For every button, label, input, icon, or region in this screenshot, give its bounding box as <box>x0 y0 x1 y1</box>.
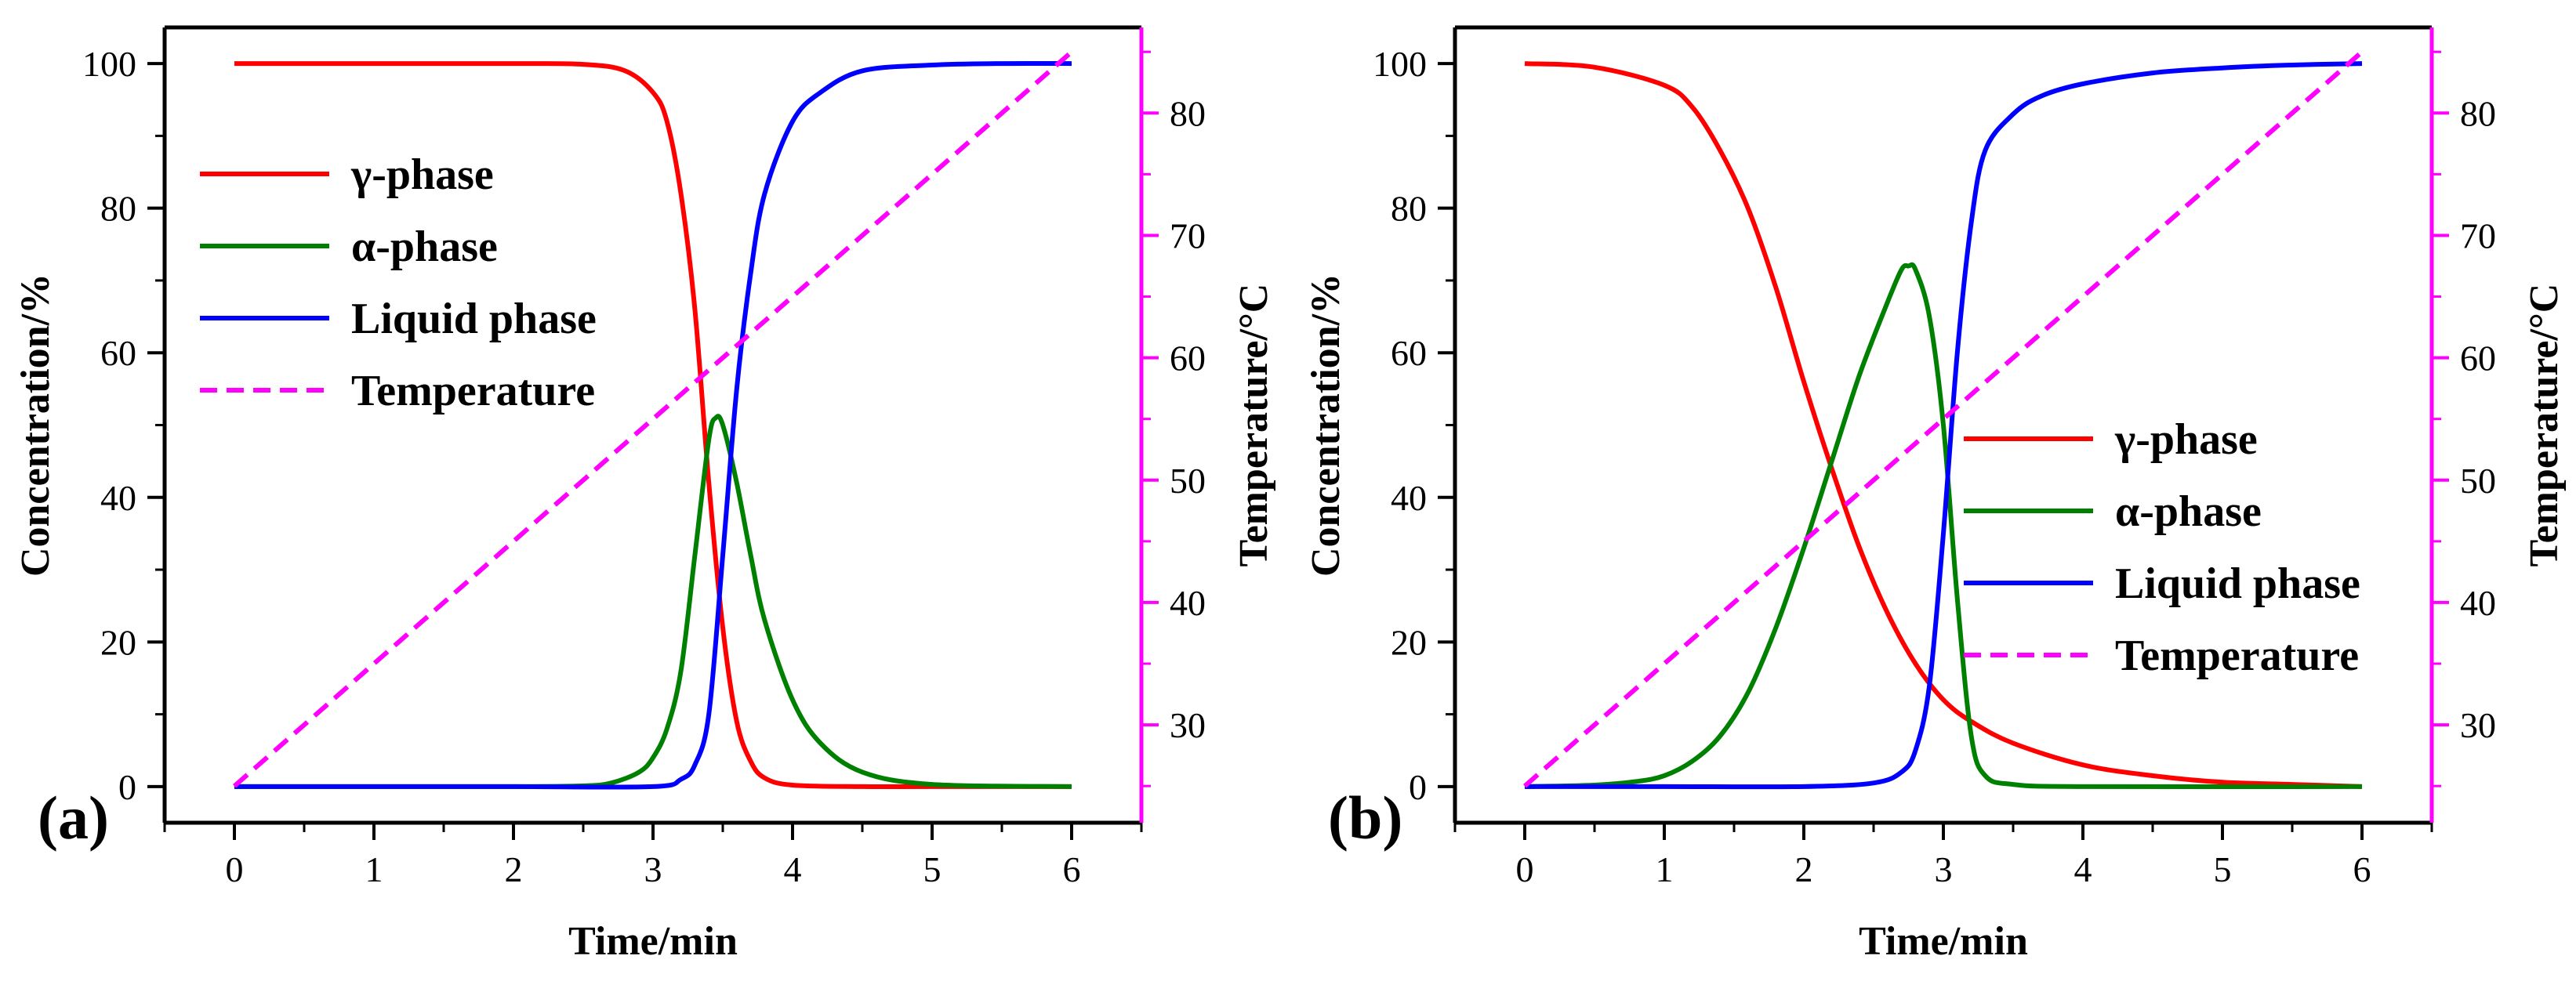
series-line-liquid <box>1525 61 2363 790</box>
y-tick-label: 0 <box>1409 767 1427 807</box>
x-tick-label: 1 <box>365 849 383 889</box>
y-axis-title: Concentration/% <box>1304 273 1348 577</box>
series-line-alpha <box>234 414 1072 789</box>
legend-label: Temperature <box>351 367 595 415</box>
y2-tick-label: 50 <box>1170 461 1206 501</box>
legend-label: γ-phase <box>350 150 494 199</box>
x-tick-label: 6 <box>1063 849 1081 889</box>
y-tick-label: 60 <box>100 333 136 373</box>
series-line-temperature <box>233 49 1073 788</box>
y2-tick-label: 60 <box>2460 338 2496 378</box>
y-tick-label: 20 <box>1391 622 1427 662</box>
y2-tick-label: 40 <box>1170 583 1206 623</box>
x-tick-label: 2 <box>1795 849 1813 889</box>
y2-axis-title: Temperature/°C <box>2522 284 2567 567</box>
x-tick-label: 3 <box>644 849 662 889</box>
x-tick-label: 2 <box>505 849 523 889</box>
panel-label: (a) <box>38 784 109 852</box>
y-tick-label: 40 <box>1391 478 1427 518</box>
y2-tick-label: 50 <box>2460 461 2496 501</box>
y-tick-label: 40 <box>100 478 136 518</box>
panel-label: (b) <box>1328 784 1402 852</box>
y2-tick-label: 30 <box>1170 705 1206 745</box>
y-axis-title: Concentration/% <box>13 273 58 577</box>
legend-label: γ-phase <box>2114 415 2258 464</box>
x-tick-label: 3 <box>1935 849 1953 889</box>
x-axis-title: Time/min <box>568 919 738 964</box>
y-tick-label: 60 <box>1391 333 1427 373</box>
y2-tick-label: 40 <box>2460 583 2496 623</box>
y2-tick-label: 70 <box>1170 215 1206 255</box>
x-tick-label: 6 <box>2353 849 2371 889</box>
y-tick-label: 20 <box>100 622 136 662</box>
legend-label: α-phase <box>2115 487 2262 536</box>
y-tick-label: 0 <box>118 767 136 807</box>
y2-tick-label: 80 <box>1170 93 1206 133</box>
series-line-liquid <box>234 60 1072 790</box>
y2-tick-label: 60 <box>1170 338 1206 378</box>
y-tick-label: 80 <box>1391 189 1427 229</box>
chart-panel-a: 0 1 2 3 4 5 6020406080100304050607080Time/minC… <box>13 25 1276 964</box>
y2-tick-label: 70 <box>2460 215 2496 255</box>
x-tick-label: 4 <box>2074 849 2092 889</box>
y-tick-label: 80 <box>100 189 136 229</box>
chart-panel-b: 0 1 2 3 4 5 6020406080100304050607080Time/minC… <box>1304 25 2567 964</box>
y-tick-label: 100 <box>82 44 136 84</box>
x-tick-label: 5 <box>2214 849 2232 889</box>
x-tick-label: 1 <box>1656 849 1674 889</box>
legend-label: α-phase <box>351 223 498 271</box>
x-tick-label: 5 <box>923 849 942 889</box>
x-axis-title: Time/min <box>1859 919 2028 964</box>
series-line-alpha <box>1524 262 2363 790</box>
x-tick-label: 0 <box>1516 849 1534 889</box>
y2-tick-label: 30 <box>2460 705 2496 745</box>
legend-label: Liquid phase <box>351 295 597 343</box>
series-line-gamma <box>1524 61 2363 789</box>
legend-label: Temperature <box>2115 632 2359 680</box>
x-tick-label: 0 <box>226 849 244 889</box>
y2-tick-label: 80 <box>2460 93 2496 133</box>
series-line-gamma <box>234 61 1072 790</box>
y2-axis-title: Temperature/°C <box>1232 284 1276 567</box>
series-line-temperature <box>1523 49 2364 788</box>
legend-label: Liquid phase <box>2115 559 2360 608</box>
x-tick-label: 4 <box>784 849 802 889</box>
y-tick-label: 100 <box>1373 44 1427 84</box>
